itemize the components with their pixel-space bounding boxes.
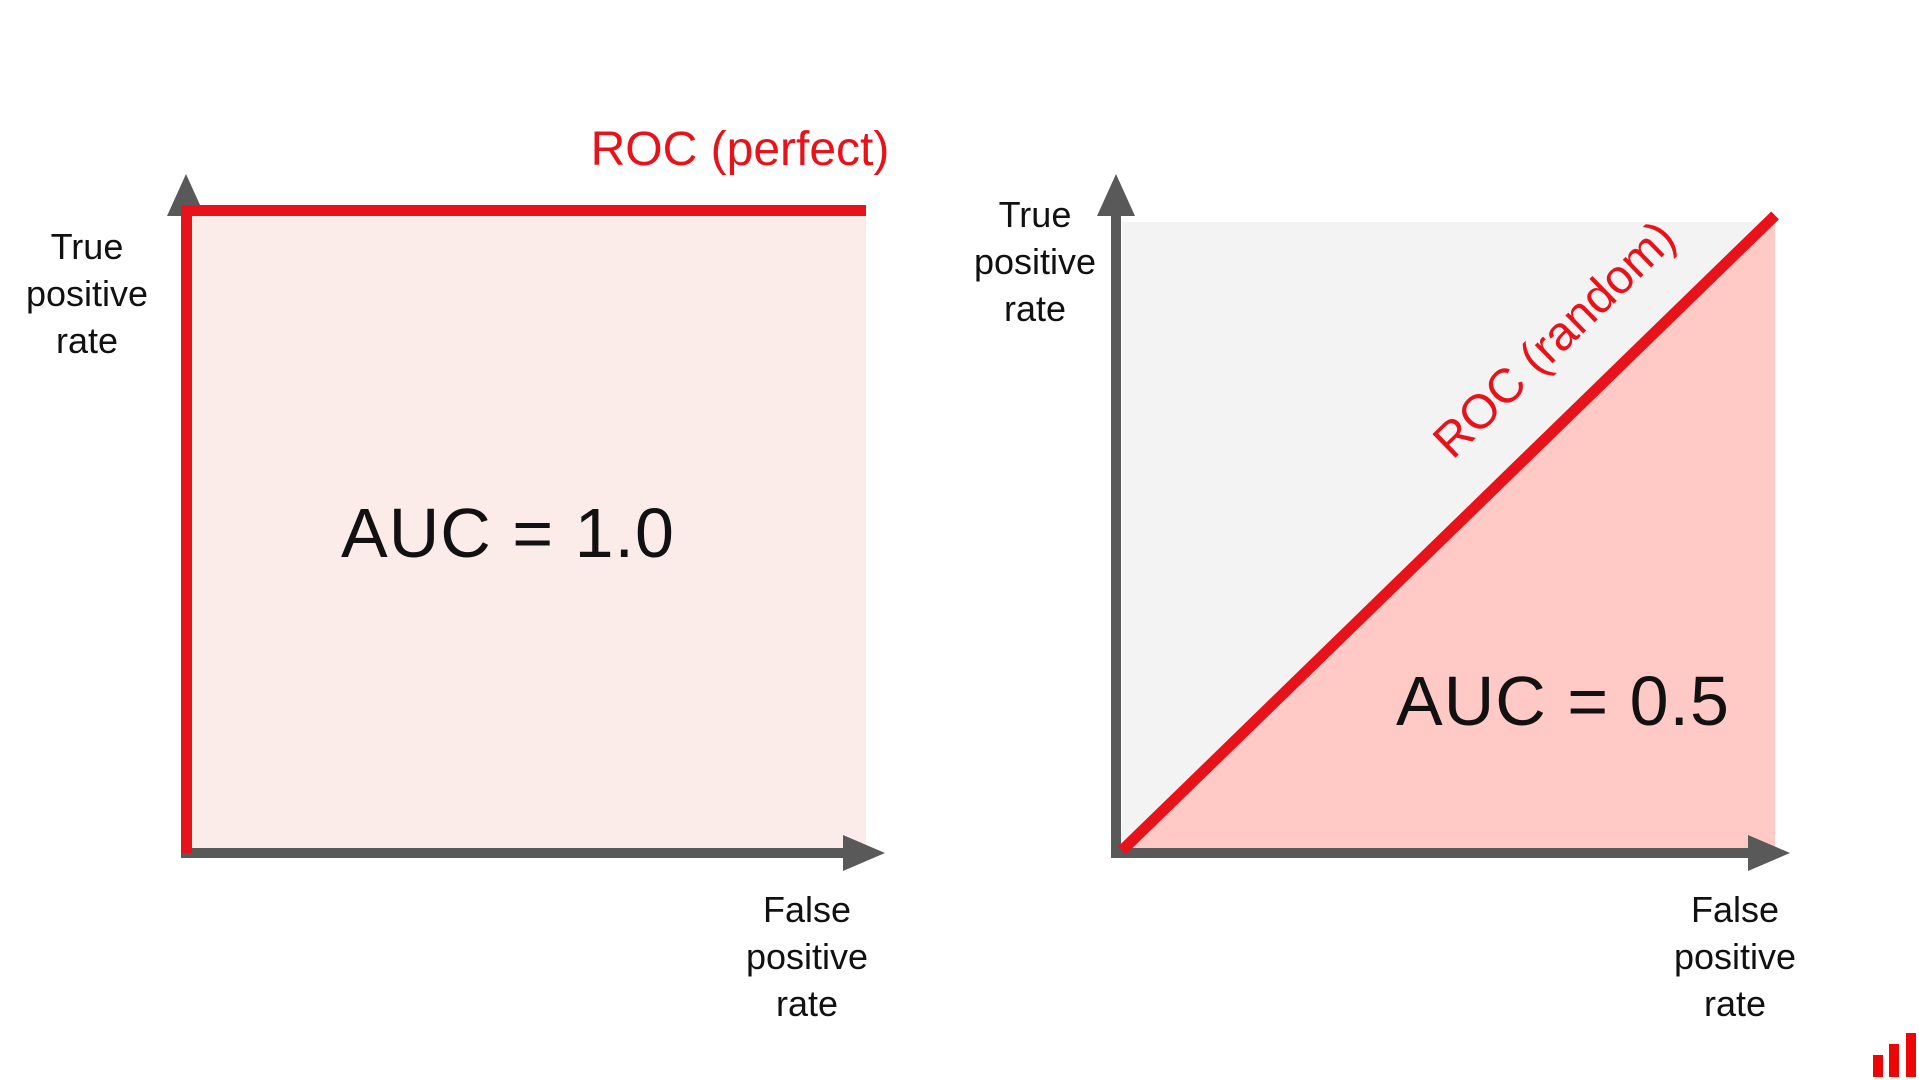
- perfect-x-axis-arrow-icon: [843, 835, 885, 871]
- random-x-axis-label: False positive rate: [1673, 889, 1797, 1024]
- random-y-axis: [1111, 198, 1121, 858]
- perfect-roc-curve-horizontal-segment: [181, 205, 866, 216]
- logo-bar: [1889, 1044, 1899, 1077]
- logo-bar: [1906, 1033, 1916, 1077]
- perfect-roc-curve-vertical-segment: [181, 205, 192, 853]
- logo-bar: [1873, 1055, 1883, 1077]
- bar-chart-logo-icon: [1873, 1033, 1916, 1077]
- perfect-area-under-curve-fill: [186, 210, 866, 849]
- random-auc-annotation: AUC = 0.5: [1396, 662, 1730, 740]
- random-x-axis: [1111, 848, 1748, 858]
- perfect-x-axis-label: False positive rate: [745, 889, 869, 1024]
- random-y-axis-arrow-icon: [1097, 174, 1135, 216]
- perfect-curve-label: ROC (perfect): [590, 123, 890, 176]
- perfect-auc-annotation: AUC = 1.0: [341, 494, 675, 572]
- perfect-x-axis: [181, 848, 843, 858]
- random-y-axis-label: True positive rate: [973, 194, 1097, 329]
- random-x-axis-arrow-icon: [1748, 835, 1790, 871]
- perfect-y-axis-label: True positive rate: [25, 226, 149, 361]
